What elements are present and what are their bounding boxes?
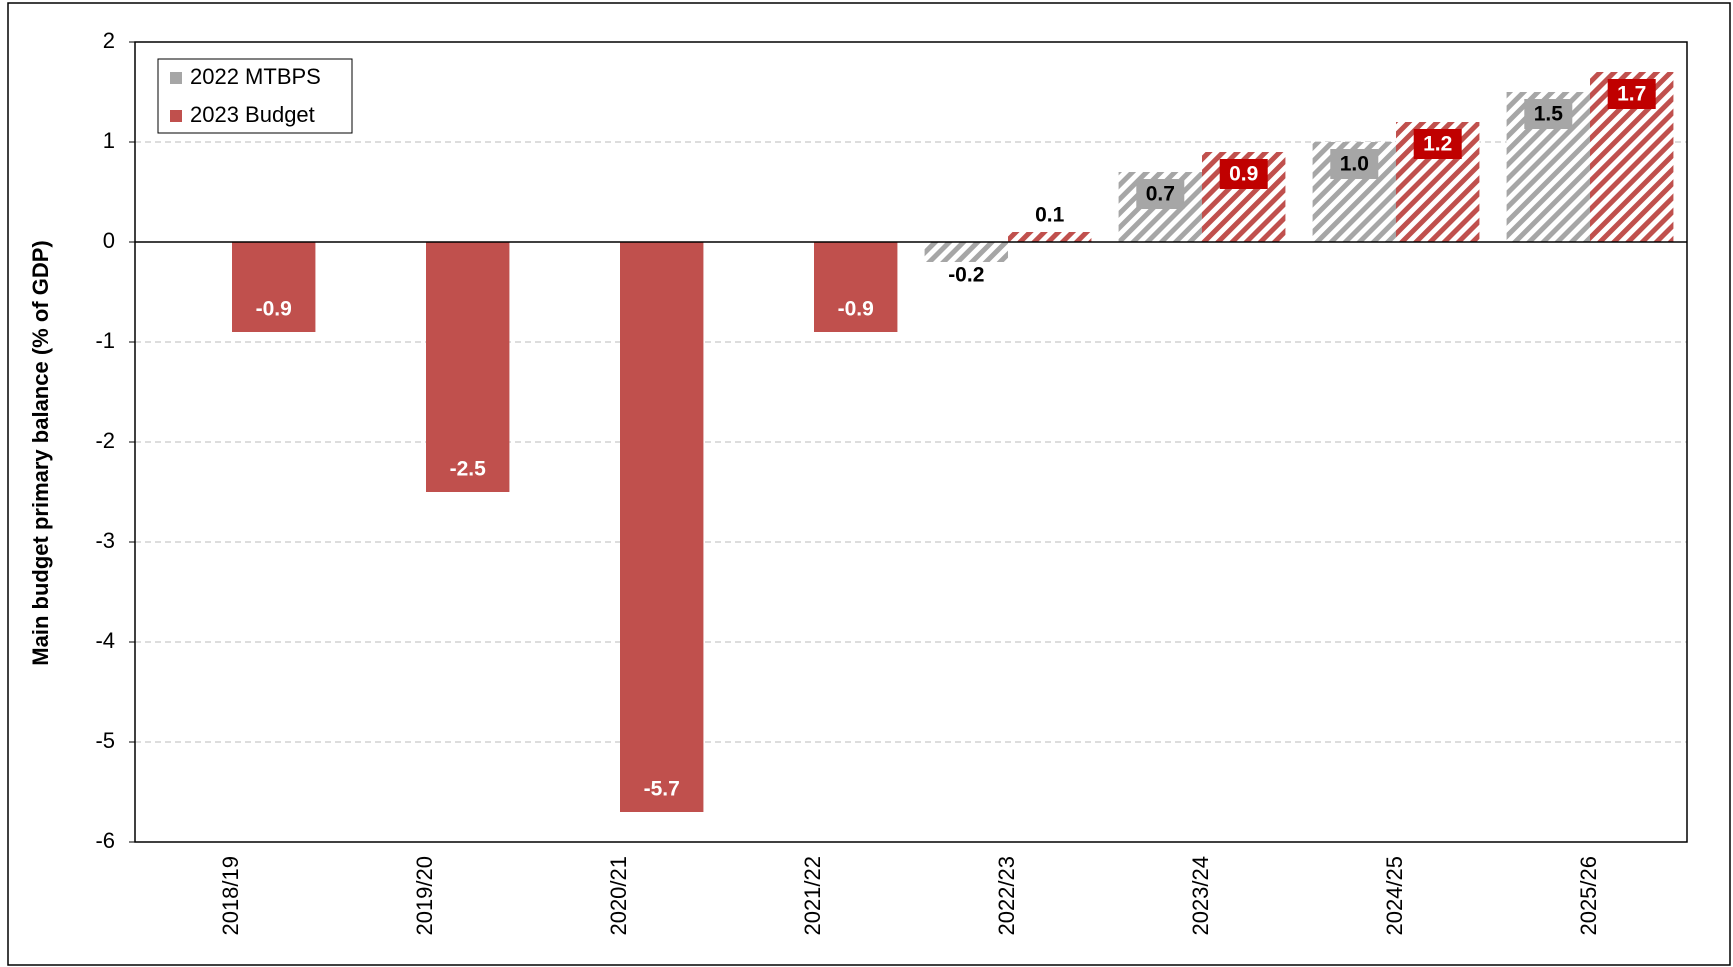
data-label: -0.2	[948, 264, 984, 287]
y-tick-label: 2	[103, 28, 115, 53]
label-box	[1607, 79, 1656, 109]
bar	[814, 242, 898, 332]
x-tick-label: 2021/22	[800, 856, 825, 936]
legend-label: 2023 Budget	[190, 102, 315, 127]
legend-swatch	[170, 110, 182, 122]
legend-swatch	[170, 72, 182, 84]
y-tick-label: -2	[95, 428, 115, 453]
data-label: 1.0	[1340, 153, 1369, 176]
x-tick-label: 2019/20	[412, 856, 437, 936]
bar	[1008, 232, 1092, 242]
label-box	[1413, 129, 1462, 159]
legend-box	[157, 58, 353, 134]
y-tick-label: -1	[95, 328, 115, 353]
label-box	[1219, 159, 1268, 189]
x-tick-label: 2022/23	[994, 856, 1019, 936]
data-label: -0.9	[256, 298, 292, 321]
x-tick-label: 2020/21	[606, 856, 631, 936]
data-label: 1.2	[1423, 133, 1452, 156]
data-label: -2.5	[450, 458, 487, 481]
data-label: 0.9	[1229, 163, 1258, 186]
y-tick-label: 0	[103, 228, 115, 253]
y-axis-title: Main budget primary balance (% of GDP)	[28, 240, 53, 665]
bar	[924, 242, 1008, 262]
data-label: 1.7	[1617, 83, 1646, 106]
y-tick-label: -3	[95, 528, 115, 553]
label-box	[1136, 179, 1185, 209]
data-label: 1.5	[1534, 103, 1564, 126]
data-label: -0.9	[838, 298, 874, 321]
x-tick-label: 2023/24	[1188, 856, 1213, 936]
bar	[620, 242, 704, 812]
x-tick-label: 2018/19	[218, 856, 243, 936]
plot-frame	[134, 41, 1688, 843]
bar	[232, 242, 316, 332]
data-label: 0.7	[1146, 183, 1175, 206]
x-tick-label: 2025/26	[1576, 856, 1601, 936]
legend-label: 2022 MTBPS	[190, 64, 321, 89]
frame	[7, 2, 1731, 966]
y-tick-label: -6	[95, 828, 115, 853]
bar	[426, 242, 510, 492]
data-label: -5.7	[644, 778, 680, 801]
x-tick-label: 2024/25	[1382, 856, 1407, 936]
label-box	[1330, 149, 1379, 179]
y-tick-label: -5	[95, 728, 115, 753]
label-box	[1524, 99, 1573, 129]
data-label: 0.1	[1035, 204, 1065, 227]
y-tick-label: 1	[103, 128, 115, 153]
y-tick-label: -4	[95, 628, 115, 653]
